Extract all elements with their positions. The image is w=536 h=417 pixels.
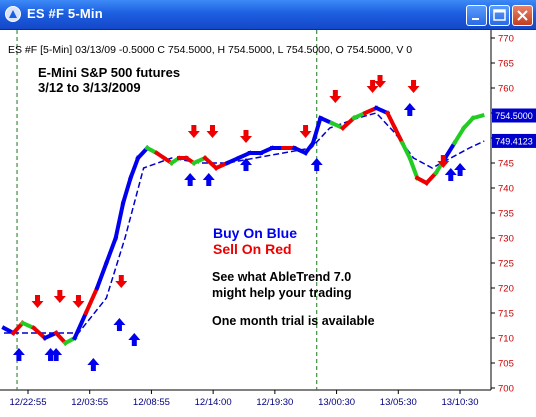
buy-arrow-11 <box>454 163 467 176</box>
price-segment-32 <box>310 115 323 146</box>
buy-on-blue-label: Buy On Blue <box>213 225 297 241</box>
promo-line-2: might help your trading <box>212 286 352 300</box>
x-tick-label-5: 13/00:30 <box>318 397 355 408</box>
y-tick-label-6: 740 <box>498 184 514 195</box>
sell-arrow-8 <box>329 90 342 103</box>
y-tick-label-8: 730 <box>498 234 514 245</box>
price-segment-3 <box>30 325 48 341</box>
price-tag-box-1 <box>492 133 536 148</box>
sell-arrow-2 <box>72 295 85 308</box>
price-segment-13 <box>128 155 141 181</box>
price-segment-33 <box>317 115 335 126</box>
buy-arrow-6 <box>184 173 197 186</box>
price-segment-1 <box>10 320 26 336</box>
sell-arrow-12 <box>437 155 450 168</box>
price-segment-7 <box>72 310 89 341</box>
y-tick-label-2: 760 <box>498 84 514 95</box>
price-segment-5 <box>53 330 69 346</box>
y-tick-label-11: 715 <box>498 309 514 320</box>
x-tick-label-6: 13/05:30 <box>380 397 417 408</box>
price-segment-35 <box>339 115 357 131</box>
price-segment-39 <box>384 110 398 131</box>
price-segment-49 <box>470 113 485 121</box>
sell-arrow-9 <box>366 80 379 93</box>
sell-arrow-11 <box>407 80 420 93</box>
price-segment-11 <box>113 200 126 241</box>
buy-arrow-4 <box>128 333 141 346</box>
x-tick-label-2: 12/08:55 <box>133 397 170 408</box>
buy-arrow-9 <box>310 158 323 171</box>
price-segment-41 <box>399 140 413 161</box>
price-segment-14 <box>135 145 151 161</box>
y-tick-label-0: 770 <box>498 34 514 45</box>
x-tick-label-4: 12/19:30 <box>256 397 293 408</box>
buy-arrow-1 <box>44 348 57 361</box>
buy-arrow-8 <box>240 158 252 171</box>
buy-arrow-0 <box>12 348 25 361</box>
app-icon[interactable] <box>5 6 21 22</box>
x-tick-label-1: 12/03:55 <box>71 397 108 408</box>
price-segment-42 <box>407 155 420 181</box>
price-segment-40 <box>392 125 406 146</box>
window-title-bar: ES #F 5-Min <box>0 0 536 30</box>
promo-line-1: See what AbleTrend 7.0 <box>212 270 351 284</box>
y-tick-label-7: 735 <box>498 209 514 220</box>
y-tick-label-14: 700 <box>498 384 514 395</box>
buy-arrow-3 <box>87 358 100 371</box>
info-line: ES #F [5-Min] 03/13/09 -0.5000 C 754.500… <box>8 44 412 56</box>
buy-arrow-5 <box>113 318 126 331</box>
sell-arrow-0 <box>31 295 44 308</box>
x-tick-label-3: 12/14:00 <box>195 397 232 408</box>
window-title: ES #F 5-Min <box>27 6 103 21</box>
promo-line-3: One month trial is available <box>212 314 375 328</box>
y-tick-label-13: 705 <box>498 359 514 370</box>
buy-arrow-10 <box>403 103 416 116</box>
y-tick-label-10: 720 <box>498 284 514 295</box>
x-tick-label-0: 12/22:55 <box>10 397 47 408</box>
price-segment-47 <box>451 125 467 146</box>
y-tick-label-1: 765 <box>498 59 514 70</box>
sell-arrow-6 <box>240 130 252 143</box>
x-tick-label-7: 13/10:30 <box>442 397 479 408</box>
y-tick-label-9: 725 <box>498 259 514 270</box>
price-segment-8 <box>83 285 100 316</box>
price-segment-44 <box>423 170 439 186</box>
price-segment-12 <box>120 175 134 206</box>
price-segment-23 <box>213 160 231 171</box>
price-tag-label-0: 754.5000 <box>495 111 533 121</box>
sell-arrow-1 <box>53 290 66 303</box>
price-segment-24 <box>224 155 242 166</box>
sell-on-red-label: Sell On Red <box>213 241 292 257</box>
minimize-button[interactable] <box>466 5 487 26</box>
moving-average-line <box>4 112 485 334</box>
price-chart[interactable]: 7707657607557507457407357307257207157107… <box>0 30 536 412</box>
price-tag-box-0 <box>492 108 536 123</box>
close-button[interactable] <box>512 5 533 26</box>
y-tick-label-12: 710 <box>498 334 514 345</box>
chart-background <box>0 30 536 412</box>
chart-title-line1: E-Mini S&P 500 futures <box>38 65 180 80</box>
sell-arrow-4 <box>187 125 200 138</box>
price-segment-10 <box>103 235 119 266</box>
y-tick-label-5: 745 <box>498 159 514 170</box>
sell-arrow-3 <box>115 275 128 288</box>
buy-arrow-12 <box>444 168 457 181</box>
buy-arrow-2 <box>50 348 63 361</box>
sell-arrow-5 <box>206 125 219 138</box>
buy-arrow-7 <box>202 173 215 186</box>
price-segment-36 <box>351 110 368 121</box>
maximize-button[interactable] <box>489 5 510 26</box>
price-segment-9 <box>94 260 109 291</box>
sell-arrow-10 <box>374 75 387 88</box>
chart-title-line2: 3/12 to 3/13/2009 <box>38 80 141 95</box>
price-segment-22 <box>202 155 220 171</box>
price-segment-46 <box>442 140 458 161</box>
sell-arrow-7 <box>299 125 312 138</box>
price-tag-label-1: 749.4123 <box>495 136 533 146</box>
